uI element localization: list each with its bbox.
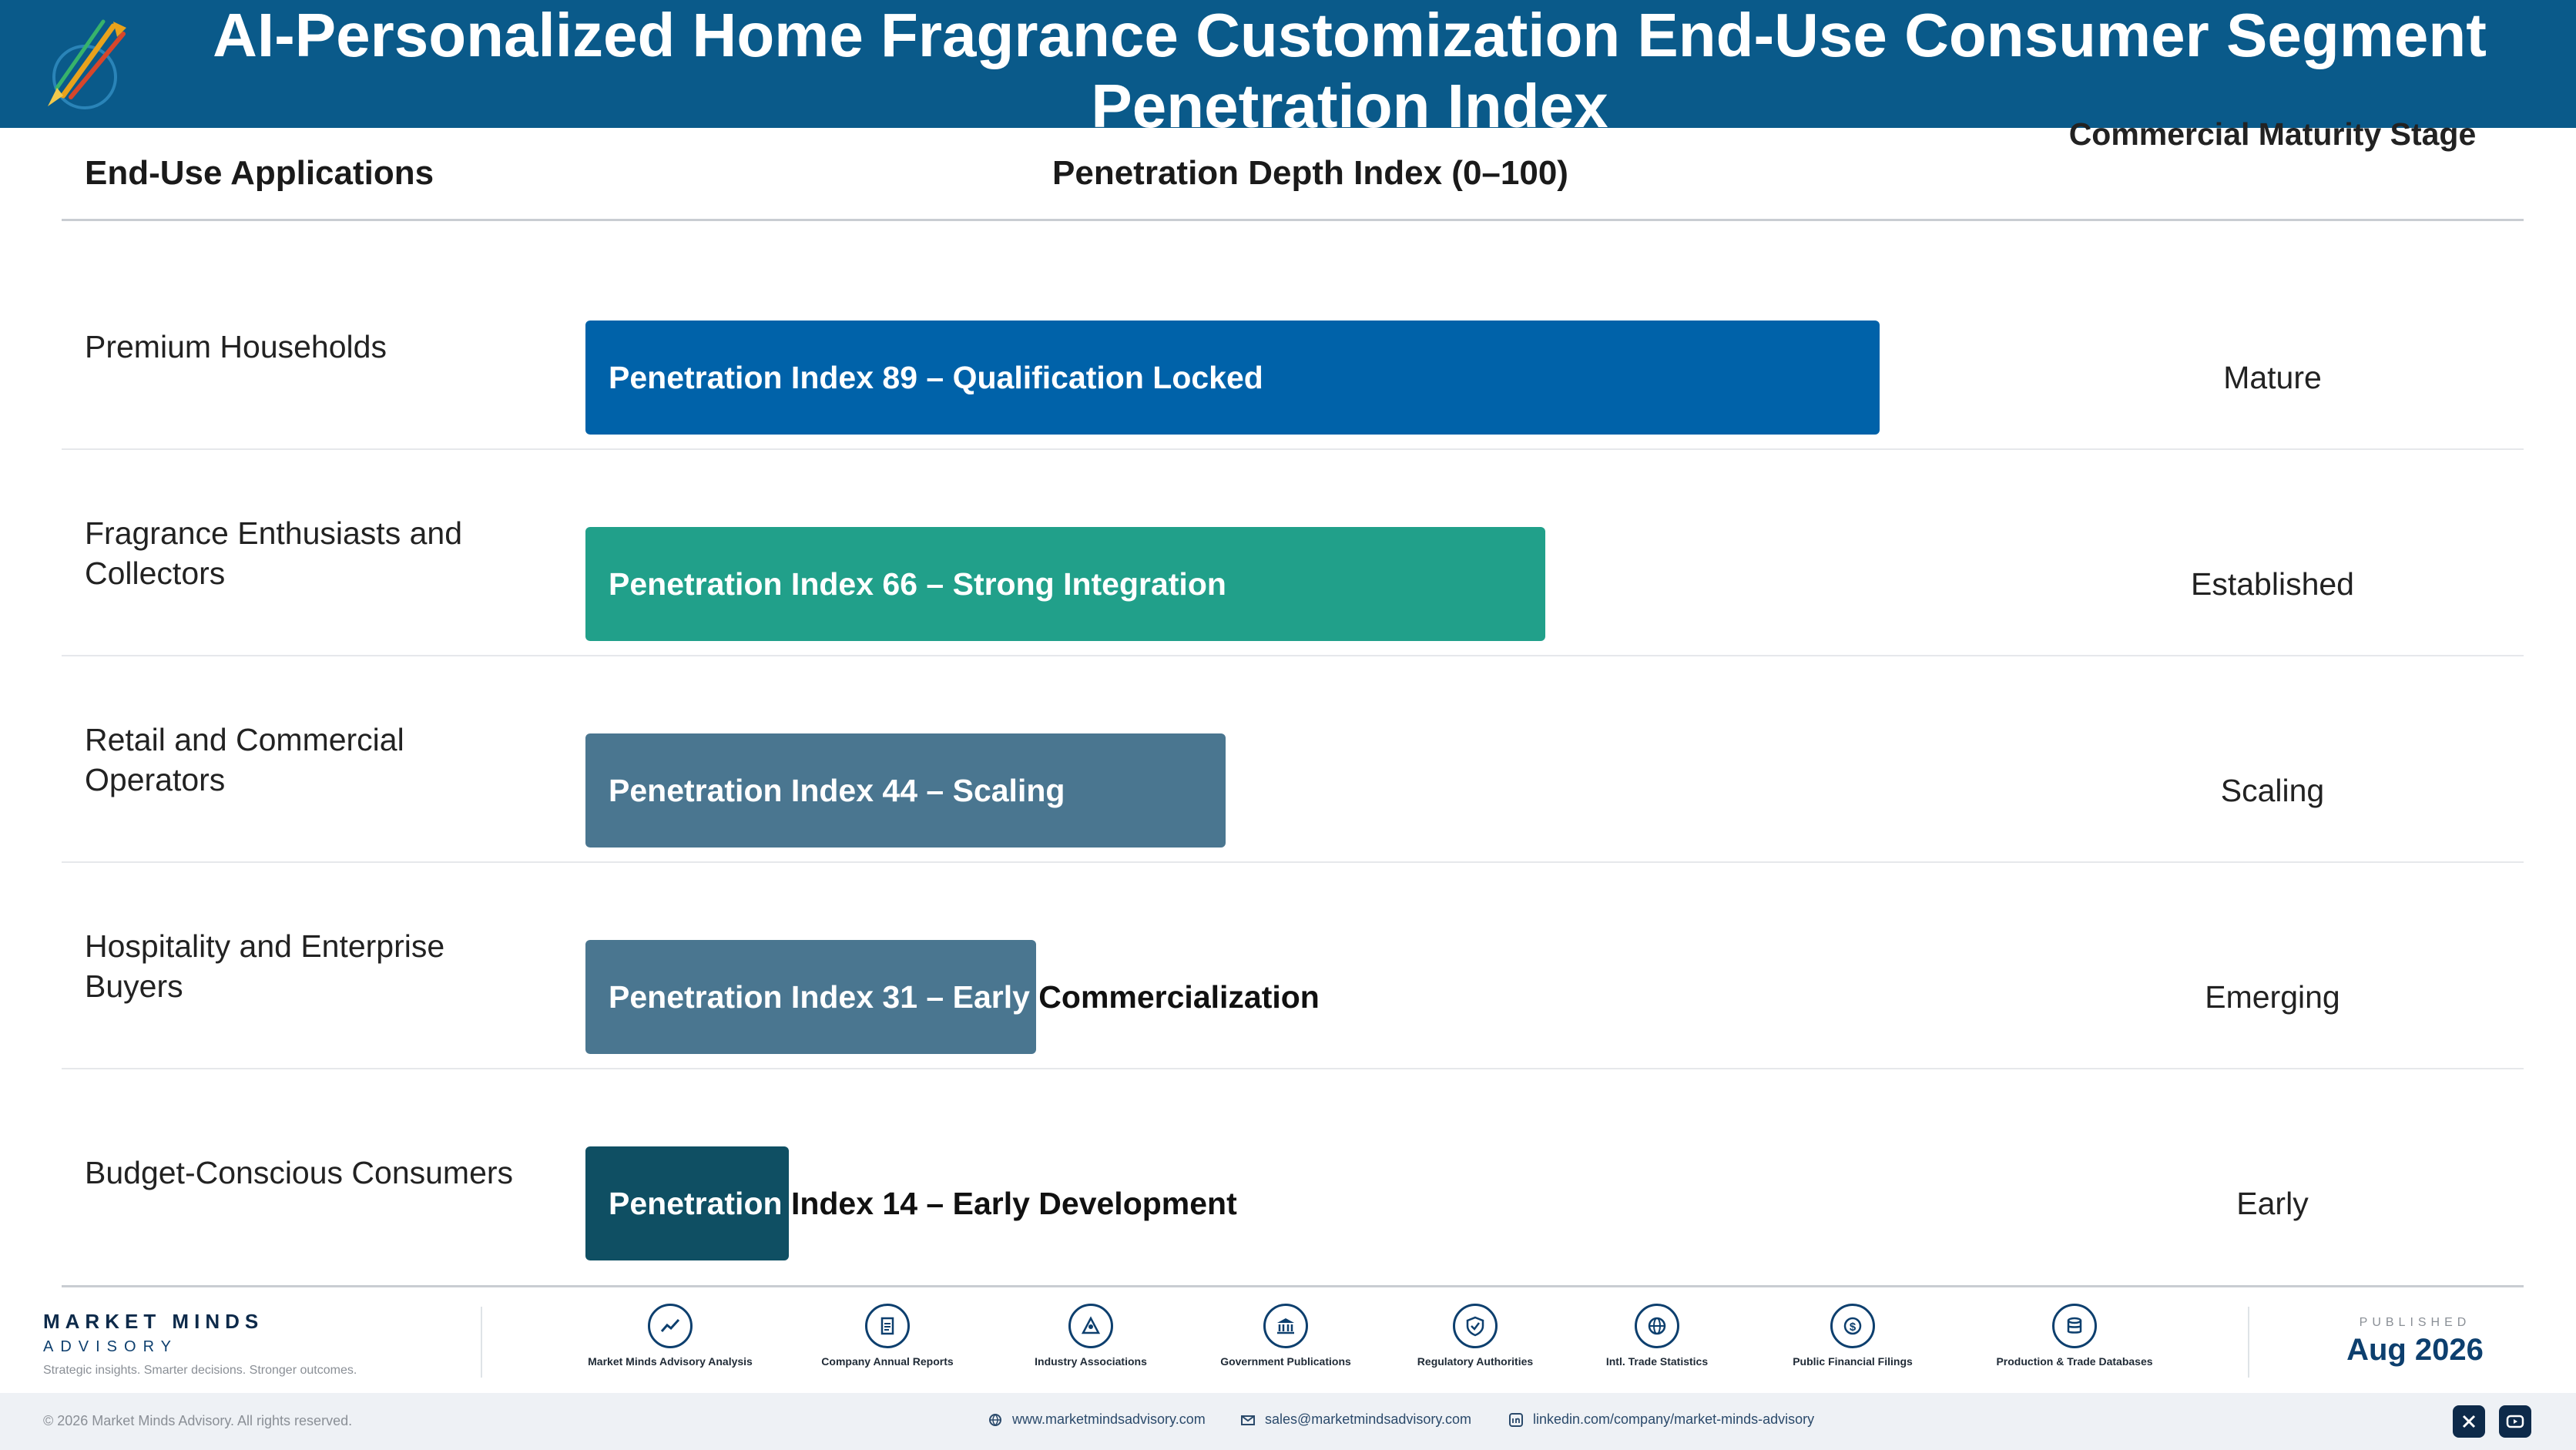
maturity-stage: Emerging: [2205, 979, 2340, 1015]
linkedin-link[interactable]: linkedin.com/company/market-minds-adviso…: [1508, 1411, 1814, 1428]
bar-track: Penetration Index 66 – Strong Integratio…: [585, 450, 2040, 656]
document-icon: [865, 1304, 910, 1348]
linkedin-text: linkedin.com/company/market-minds-adviso…: [1533, 1411, 1815, 1427]
source-label: Government Publications: [1220, 1355, 1351, 1368]
market-minds-logo: [48, 19, 126, 109]
footer-divider: [2248, 1307, 2249, 1378]
brand-name: MARKET MINDS: [43, 1310, 264, 1333]
chart-bottom-divider: [62, 1285, 2524, 1287]
source-label: Company Annual Reports: [821, 1355, 954, 1368]
globe-icon: [1635, 1304, 1679, 1348]
x-social-button[interactable]: [2453, 1405, 2485, 1438]
source-item: Industry Associations: [1002, 1304, 1179, 1368]
brand-tagline: Strategic insights. Smarter decisions. S…: [43, 1364, 357, 1377]
bar-label-inside: Penetration Index 31 – Early: [609, 979, 1030, 1015]
globe-icon: [989, 1413, 1001, 1426]
chart-row: Fragrance Enthusiasts and Collectors Pene…: [62, 450, 2524, 656]
bar-label-inside: Penetration Index 89 – Qualification Loc…: [609, 360, 1263, 395]
page-title: AI-Personalized Home Fragrance Customiza…: [213, 1, 2487, 140]
website-link[interactable]: www.marketmindsadvisory.com: [988, 1411, 1206, 1428]
bar: [585, 1146, 789, 1260]
category-label: Hospitality and Enterprise Buyers: [85, 928, 445, 1004]
category-label: Premium Households: [85, 329, 387, 364]
x-icon: [2462, 1415, 2476, 1428]
trend-chart-icon: [648, 1304, 693, 1348]
column-header-applications: End-Use Applications: [85, 154, 434, 192]
bar-data-label: Penetration Index 44 – Scaling: [609, 733, 1065, 848]
government-building-icon: [1263, 1304, 1308, 1348]
source-item: Intl. Trade Statistics: [1568, 1304, 1746, 1368]
source-item: Government Publications: [1197, 1304, 1374, 1368]
bar-track: Penetration Index 89 – Qualification Loc…: [585, 243, 2040, 450]
maturity-stage: Early: [2236, 1186, 2309, 1221]
youtube-icon: [2506, 1415, 2524, 1428]
bar: [585, 733, 1226, 848]
email-link[interactable]: sales@marketmindsadvisory.com: [1240, 1411, 1471, 1428]
bar: [585, 940, 1036, 1054]
email-text: sales@marketmindsadvisory.com: [1265, 1411, 1472, 1427]
bar-data-label: Penetration Index 31 – Early Commerciali…: [609, 979, 1320, 1015]
published-block: PUBLISHED Aug 2026: [2288, 1316, 2542, 1368]
row-divider: [62, 448, 2524, 450]
published-label: PUBLISHED: [2359, 1316, 2471, 1329]
source-label: Industry Associations: [1035, 1355, 1147, 1368]
linkedin-icon: [1509, 1412, 1523, 1427]
bar: [585, 321, 1880, 435]
category-label: Budget-Conscious Consumers: [85, 1155, 514, 1190]
maturity-stage: Established: [2191, 566, 2354, 602]
envelope-icon: [1241, 1415, 1255, 1425]
youtube-social-button[interactable]: [2499, 1405, 2531, 1438]
bar-data-label: Penetration Index 66 – Strong Integratio…: [609, 527, 1226, 641]
source-label: Public Financial Filings: [1793, 1355, 1913, 1368]
bar-track: Penetration Index 31 – Early Commerciali…: [585, 863, 2040, 1069]
footer: MARKET MINDS ADVISORY Strategic insights…: [0, 1293, 2576, 1393]
footer-brand: MARKET MINDS ADVISORY Strategic insights…: [43, 1310, 357, 1378]
bar-label-inside: Penetration Index 66 – Strong Integratio…: [609, 566, 1226, 602]
chart-row: Premium Households Penetration Index 89 –…: [62, 243, 2524, 450]
bar-data-label: Penetration Index 89 – Qualification Loc…: [609, 321, 1263, 435]
header-banner: AI-Personalized Home Fragrance Customiza…: [0, 0, 2576, 140]
source-label: Regulatory Authorities: [1417, 1355, 1534, 1368]
source-item: $ Public Financial Filings: [1764, 1304, 1941, 1368]
maturity-stage: Mature: [2223, 360, 2322, 395]
column-header-index: Penetration Depth Index (0–100): [1052, 154, 1568, 192]
header-divider: [62, 219, 2524, 221]
bar: [585, 527, 1545, 641]
column-header-stage: Commercial Maturity Stage: [2068, 116, 2477, 152]
maturity-stage: Scaling: [2220, 773, 2325, 808]
bar-label-inside: Penetration Index 44 – Scaling: [609, 773, 1065, 808]
category-label: Fragrance Enthusiasts and Collectors: [85, 515, 462, 591]
chart-row: Retail and Commercial Operators Penetrati…: [62, 656, 2524, 863]
copyright: © 2026 Market Minds Advisory. All rights…: [43, 1413, 353, 1428]
published-date: Aug 2026: [2346, 1333, 2484, 1367]
source-item: Market Minds Advisory Analysis: [582, 1304, 759, 1368]
dollar-coin-icon: $: [1830, 1304, 1875, 1348]
category-label: Retail and Commercial Operators: [85, 722, 404, 797]
website-text: www.marketmindsadvisory.com: [1012, 1411, 1206, 1427]
bar-track: Penetration Index 14 – Early Development: [585, 1069, 2040, 1276]
source-item: Regulatory Authorities: [1387, 1304, 1564, 1368]
chart-row: Budget-Conscious Consumers Penetration In…: [62, 1069, 2524, 1276]
chart-row: Hospitality and Enterprise Buyers Penetra…: [62, 863, 2524, 1069]
source-item: Production & Trade Databases: [1986, 1304, 2163, 1368]
footer-divider: [481, 1307, 482, 1378]
bar-label-inside: Penetration: [609, 1186, 783, 1221]
footer-contact-strip: © 2026 Market Minds Advisory. All rights…: [0, 1393, 2576, 1450]
row-divider: [62, 1068, 2524, 1069]
row-divider: [62, 861, 2524, 863]
bar-data-label: Penetration Index 14 – Early Development: [609, 1186, 1237, 1221]
source-label: Production & Trade Databases: [1996, 1355, 2153, 1368]
bar-track: Penetration Index 44 – Scaling: [585, 656, 2040, 863]
source-item: Company Annual Reports: [799, 1304, 976, 1368]
source-label: Market Minds Advisory Analysis: [588, 1355, 753, 1368]
svg-text:$: $: [1850, 1321, 1857, 1334]
shield-check-icon: [1453, 1304, 1498, 1348]
database-icon: [2052, 1304, 2097, 1348]
network-icon: [1068, 1304, 1113, 1348]
source-label: Intl. Trade Statistics: [1605, 1355, 1709, 1368]
brand-subtitle: ADVISORY: [43, 1338, 178, 1355]
row-divider: [62, 655, 2524, 656]
